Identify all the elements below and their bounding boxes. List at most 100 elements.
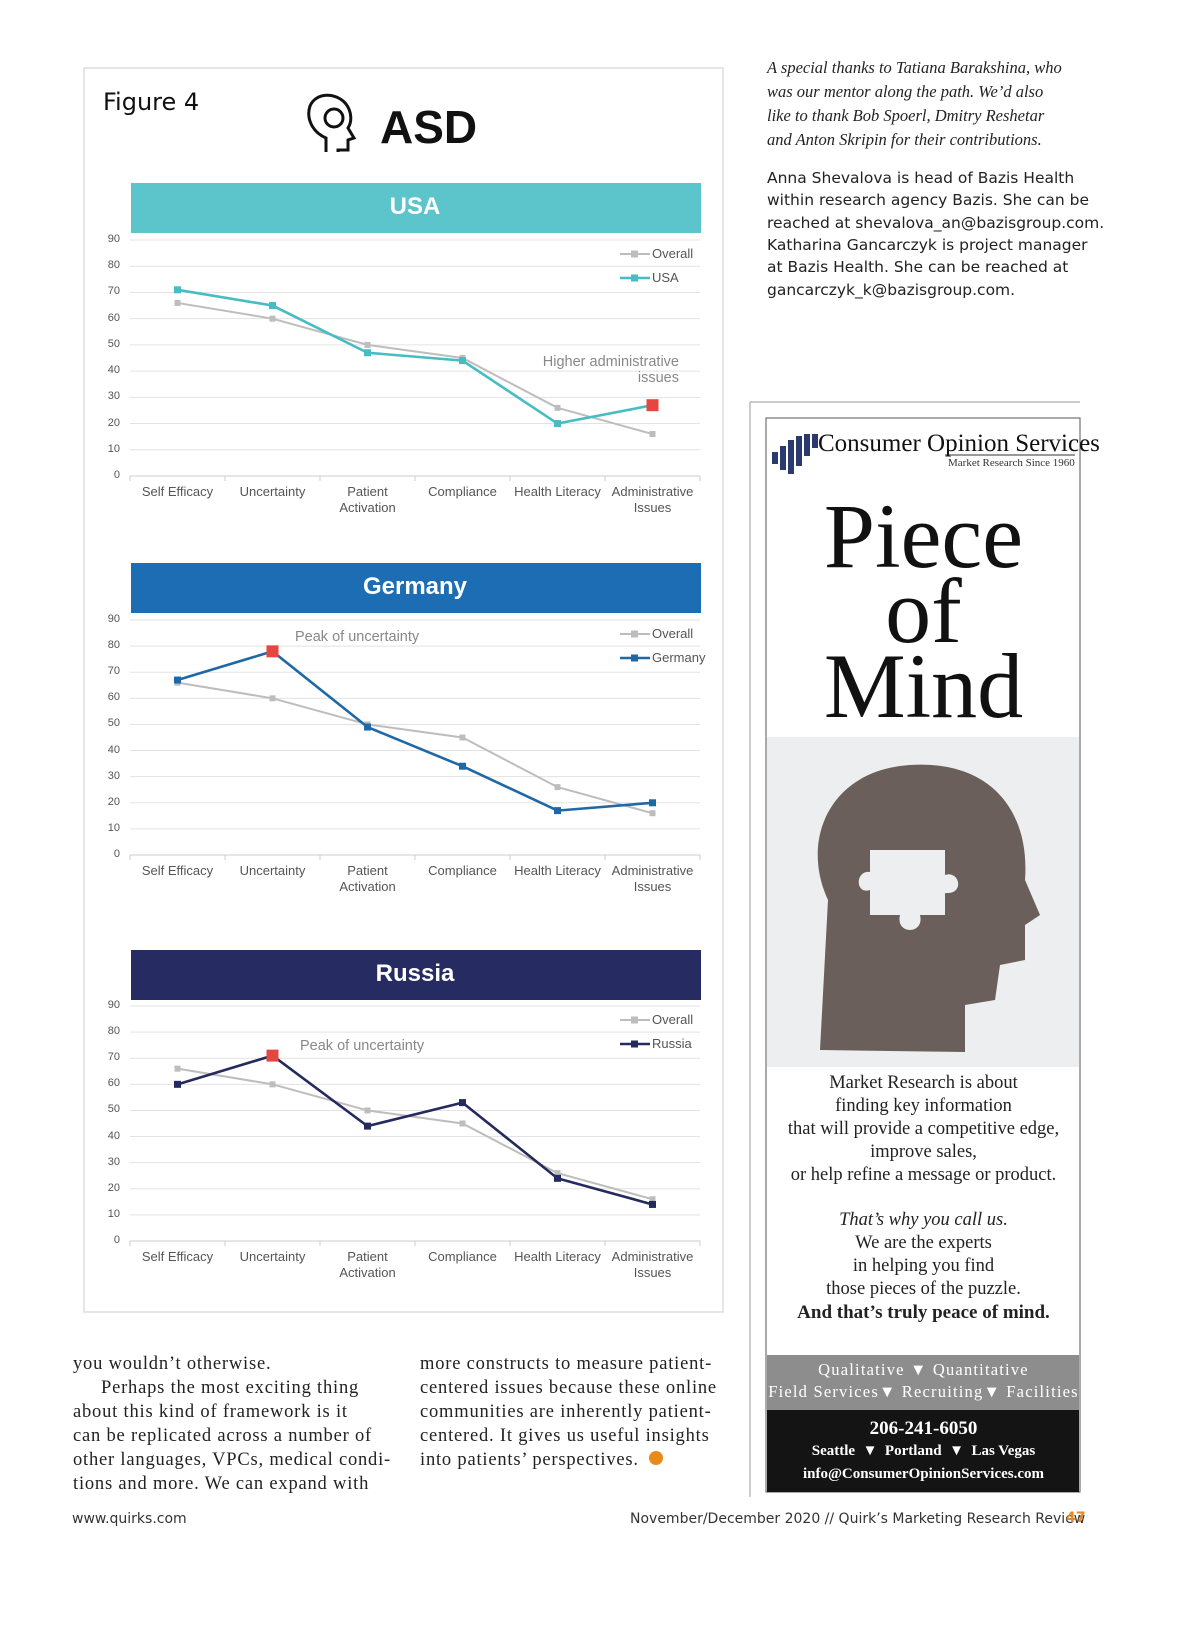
- ad-headline: Piece: [823, 485, 1024, 587]
- series-line: [177, 649, 653, 812]
- x-tick-label: Uncertainty: [239, 484, 306, 499]
- ad-cities: Seattle ▼ Portland ▼ Las Vegas: [811, 1443, 1036, 1459]
- legend-swatch: [631, 630, 638, 638]
- legend-swatch: [631, 274, 638, 282]
- y-tick-label: 70: [107, 665, 120, 678]
- bio-line: reached at shevalova_an@bazisgroup.com.: [767, 213, 1105, 232]
- ad-body2-line: And that’s truly peace of mind.: [797, 1302, 1050, 1323]
- chart-title: USA: [389, 193, 441, 220]
- series-marker: [269, 1081, 276, 1088]
- bio-line: Katharina Gancarczyk is project manager: [767, 235, 1088, 254]
- x-tick-label: Patient Activation: [339, 484, 396, 515]
- bio-line: Anna Shevalova is head of Bazis Health: [767, 169, 1075, 187]
- bio-line: at Bazis Health. She can be reached at: [767, 258, 1069, 277]
- series-marker: [649, 431, 656, 438]
- ad-body-line: that will provide a competitive edge,: [787, 1119, 1060, 1139]
- ad-body2-line: those pieces of the puzzle.: [826, 1279, 1021, 1299]
- y-tick-label: 80: [107, 259, 120, 272]
- series-marker: [174, 286, 181, 294]
- series-marker: [174, 1065, 181, 1072]
- series-marker: [269, 315, 276, 322]
- body-left-line: you wouldn’t otherwise.: [73, 1354, 272, 1374]
- series-marker: [174, 299, 181, 306]
- legend-swatch: [631, 1016, 638, 1024]
- series-marker: [649, 1196, 656, 1203]
- legend-label: Overall: [652, 246, 694, 261]
- ad-body2-line: We are the experts: [855, 1233, 992, 1253]
- y-tick-label: 50: [107, 337, 120, 350]
- y-tick-label: 0: [113, 469, 120, 481]
- y-tick-label: 10: [107, 1207, 120, 1220]
- series-marker: [649, 1200, 656, 1208]
- x-tick-label: Patient Activation: [339, 1249, 396, 1280]
- series-marker: [364, 1122, 371, 1130]
- y-tick-label: 70: [107, 285, 120, 298]
- y-tick-label: 60: [107, 1077, 120, 1090]
- chart-title: Germany: [362, 573, 468, 600]
- chart-header: [131, 183, 701, 233]
- series-marker: [459, 1099, 466, 1107]
- ad-headline: Mind: [823, 635, 1024, 737]
- footer-url: www.quirks.com: [72, 1511, 187, 1527]
- y-tick-label: 30: [107, 390, 120, 403]
- series-line: [177, 1067, 653, 1201]
- series-marker: [174, 676, 181, 684]
- figure-label: Figure 4: [103, 88, 200, 116]
- series-marker: [649, 799, 656, 807]
- series-marker: [364, 341, 371, 348]
- footer-page: 47: [1066, 1510, 1086, 1526]
- legend-swatch: [631, 1040, 638, 1048]
- body-left-line: can be replicated across a number of: [73, 1426, 372, 1446]
- y-tick-label: 80: [107, 1025, 120, 1038]
- y-tick-label: 70: [107, 1051, 120, 1064]
- x-tick-label: Compliance: [428, 484, 497, 499]
- y-tick-label: 40: [107, 743, 120, 756]
- x-tick-label: Administrative Issues: [611, 484, 694, 515]
- series-marker: [459, 734, 466, 741]
- annotation: Peak of uncertainty: [295, 629, 420, 645]
- series-marker: [269, 695, 276, 702]
- y-tick-label: 50: [107, 1103, 120, 1116]
- series-marker: [174, 1080, 181, 1088]
- y-tick-label: 10: [107, 821, 120, 834]
- series-marker: [554, 1170, 561, 1177]
- figure-title: ASD: [380, 101, 478, 153]
- legend-label: Germany: [652, 650, 706, 665]
- legend-label: Overall: [652, 1012, 694, 1027]
- ad-body-line: finding key information: [835, 1096, 1012, 1116]
- legend-swatch: [631, 654, 638, 662]
- ad-body2-line: That’s why you call us.: [839, 1210, 1008, 1230]
- series-marker: [266, 645, 279, 658]
- y-tick-label: 60: [107, 311, 120, 324]
- y-tick-label: 30: [107, 1155, 120, 1168]
- ad-services-band: [767, 1355, 1079, 1410]
- chart-header: [131, 950, 701, 1000]
- x-tick-label: Health Literacy: [514, 1249, 601, 1264]
- y-tick-label: 40: [107, 364, 120, 377]
- x-tick-label: Uncertainty: [239, 863, 306, 878]
- x-tick-label: Self Efficacy: [141, 863, 214, 878]
- body-right-line: into patients’ perspectives.: [420, 1450, 639, 1470]
- ad-body-line: improve sales,: [870, 1142, 977, 1162]
- series-marker: [364, 349, 371, 357]
- ad-brand: Consumer Opinion Services: [818, 430, 1100, 457]
- series-line: [177, 288, 653, 425]
- ad-logo: [772, 434, 818, 474]
- thanks-line: A special thanks to Tatiana Barakshina, …: [767, 58, 1062, 77]
- ad-email: info@ConsumerOpinionServices.com: [802, 1466, 1045, 1482]
- body-right-line: centered. It gives us useful insights: [420, 1426, 710, 1446]
- x-tick-label: Self Efficacy: [141, 1249, 214, 1264]
- x-tick-label: Administrative Issues: [611, 1249, 694, 1280]
- ad-body-line: Market Research is about: [829, 1073, 1018, 1093]
- chart-header: [131, 563, 701, 613]
- ad-contact-band: [767, 1410, 1079, 1492]
- series-line: [177, 1054, 653, 1206]
- series-marker: [554, 784, 561, 791]
- body-left-line: tions and more. We can expand with: [73, 1474, 370, 1494]
- y-tick-label: 90: [107, 233, 120, 245]
- y-tick-label: 90: [107, 613, 120, 625]
- series-line: [177, 301, 653, 436]
- x-tick-label: Administrative Issues: [611, 863, 694, 894]
- series-marker: [459, 1120, 466, 1127]
